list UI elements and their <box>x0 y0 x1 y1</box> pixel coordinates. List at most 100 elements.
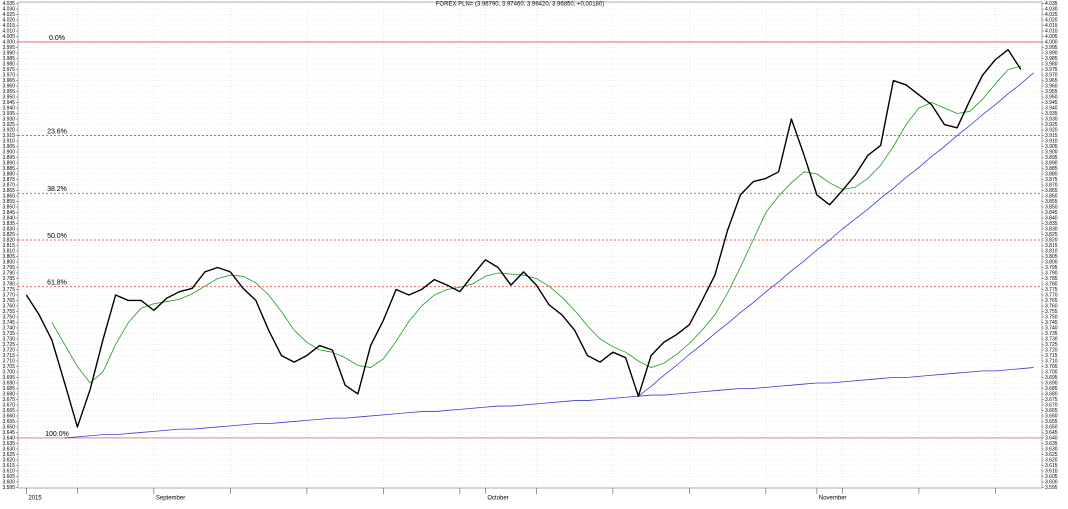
y-tick-label: 3.985 <box>2 56 15 62</box>
y-tick-label: 3.735 <box>1045 331 1058 337</box>
y-tick-label: 3.685 <box>2 386 15 392</box>
y-tick-label: 3.635 <box>1045 441 1058 447</box>
y-tick-label: 3.605 <box>1045 474 1058 480</box>
y-tick-label: 3.885 <box>1045 166 1058 172</box>
y-tick-label: 3.825 <box>1045 232 1058 238</box>
y-tick-label: 3.810 <box>2 248 15 254</box>
y-tick-label: 3.770 <box>1045 292 1058 298</box>
y-tick-label: 3.615 <box>2 463 15 469</box>
y-tick-label: 3.865 <box>1045 188 1058 194</box>
y-tick-label: 3.985 <box>1045 56 1058 62</box>
y-tick-label: 3.930 <box>2 116 15 122</box>
y-tick-label: 3.930 <box>1045 116 1058 122</box>
y-tick-label: 3.755 <box>2 309 15 315</box>
y-tick-label: 4.035 <box>2 1 15 7</box>
y-tick-label: 3.980 <box>2 61 15 67</box>
series-line <box>64 367 1034 439</box>
y-tick-label: 3.950 <box>2 94 15 100</box>
y-tick-label: 4.000 <box>2 39 15 45</box>
y-tick-label: 3.955 <box>1045 89 1058 95</box>
y-tick-label: 4.035 <box>1045 1 1058 7</box>
y-tick-label: 3.860 <box>2 193 15 199</box>
y-tick-label: 3.945 <box>2 100 15 106</box>
level-label: 50.0% <box>47 233 67 240</box>
y-tick-label: 3.660 <box>2 413 15 419</box>
y-tick-label: 3.620 <box>2 457 15 463</box>
x-tick-label: 2015 <box>28 496 42 502</box>
y-tick-label: 3.680 <box>1045 391 1058 397</box>
y-tick-label: 3.760 <box>2 303 15 309</box>
y-tick-label: 3.675 <box>1045 397 1058 403</box>
y-tick-label: 3.840 <box>1045 215 1058 221</box>
y-tick-label: 3.795 <box>2 265 15 271</box>
y-tick-label: 3.710 <box>1045 358 1058 364</box>
y-tick-label: 3.820 <box>1045 237 1058 243</box>
y-tick-label: 3.720 <box>2 347 15 353</box>
series-line <box>25 49 1022 428</box>
y-tick-label: 3.905 <box>1045 144 1058 150</box>
y-tick-label: 3.705 <box>1045 364 1058 370</box>
y-tick-label: 3.870 <box>1045 182 1058 188</box>
level-label: 100.0% <box>45 431 69 438</box>
y-tick-label: 3.625 <box>2 452 15 458</box>
y-tick-label: 3.600 <box>2 479 15 485</box>
y-tick-label: 3.940 <box>1045 105 1058 111</box>
y-tick-label: 3.995 <box>2 45 15 51</box>
y-tick-label: 3.915 <box>1045 133 1058 139</box>
y-tick-label: 3.820 <box>2 237 15 243</box>
y-tick-label: 3.845 <box>1045 210 1058 216</box>
y-tick-label: 3.975 <box>2 67 15 73</box>
y-tick-label: 3.950 <box>1045 94 1058 100</box>
series-line <box>51 65 1021 384</box>
level-label: 23.6% <box>47 128 67 135</box>
y-tick-label: 3.945 <box>1045 100 1058 106</box>
y-tick-label: 3.770 <box>2 292 15 298</box>
y-tick-label: 3.870 <box>2 182 15 188</box>
y-tick-label: 3.650 <box>2 424 15 430</box>
y-tick-label: 3.915 <box>2 133 15 139</box>
y-tick-label: 3.750 <box>2 314 15 320</box>
y-tick-label: 3.925 <box>2 122 15 128</box>
y-tick-label: 4.030 <box>1045 6 1058 12</box>
series-line <box>638 72 1034 397</box>
y-tick-label: 3.645 <box>1045 430 1058 436</box>
level-label: 38.2% <box>47 186 67 193</box>
y-tick-label: 3.730 <box>1045 336 1058 342</box>
x-tick-label: November <box>819 496 847 502</box>
y-tick-label: 3.750 <box>1045 314 1058 320</box>
y-tick-label: 4.010 <box>2 28 15 34</box>
x-tick-label: September <box>156 496 185 502</box>
y-tick-label: 3.955 <box>2 89 15 95</box>
y-tick-label: 3.815 <box>2 243 15 249</box>
y-tick-label: 3.800 <box>2 259 15 265</box>
y-tick-label: 3.610 <box>2 468 15 474</box>
y-tick-label: 4.015 <box>1045 23 1058 29</box>
y-tick-label: 4.005 <box>2 34 15 40</box>
y-tick-label: 3.700 <box>1045 369 1058 375</box>
y-tick-label: 3.775 <box>2 287 15 293</box>
y-tick-label: 3.835 <box>1045 221 1058 227</box>
y-tick-label: 3.990 <box>1045 50 1058 56</box>
y-tick-label: 3.605 <box>2 474 15 480</box>
y-tick-label: 3.860 <box>1045 193 1058 199</box>
y-tick-label: 3.895 <box>2 155 15 161</box>
y-tick-label: 3.920 <box>1045 127 1058 133</box>
y-tick-label: 3.845 <box>2 210 15 216</box>
chart-title: FOREX PLN= (3.96790, 3.97460, 3.96420, 3… <box>436 2 604 8</box>
y-tick-label: 3.805 <box>2 254 15 260</box>
y-tick-label: 3.840 <box>2 215 15 221</box>
y-tick-label: 3.785 <box>2 276 15 282</box>
y-tick-label: 3.725 <box>1045 342 1058 348</box>
y-tick-label: 3.765 <box>2 298 15 304</box>
y-tick-label: 3.755 <box>1045 309 1058 315</box>
y-tick-label: 3.855 <box>2 199 15 205</box>
y-tick-label: 3.900 <box>2 149 15 155</box>
y-tick-label: 3.825 <box>2 232 15 238</box>
y-tick-label: 3.695 <box>2 375 15 381</box>
y-tick-label: 4.030 <box>2 6 15 12</box>
y-tick-label: 3.725 <box>2 342 15 348</box>
y-tick-label: 3.600 <box>1045 479 1058 485</box>
y-tick-label: 3.885 <box>2 166 15 172</box>
